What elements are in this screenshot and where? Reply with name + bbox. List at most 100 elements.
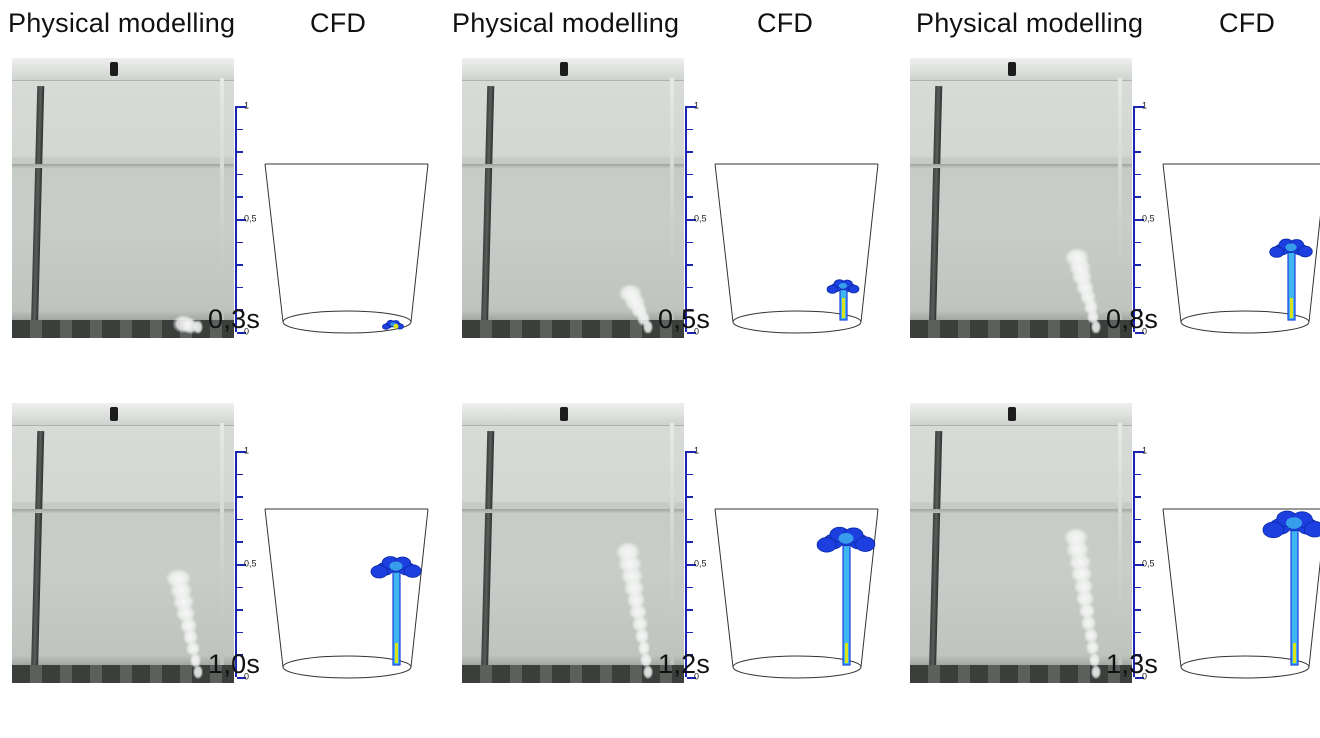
scale-tick [687,241,693,244]
scale-tick [687,286,693,289]
vessel-wall-left [1162,163,1182,323]
scale-tick [687,196,693,198]
plume-blob [816,537,837,553]
vessel-base [732,310,862,334]
cfd-simulation [264,508,429,679]
scale-tick [687,518,693,521]
scale-tick [237,451,246,453]
scale-tick [687,609,693,611]
scale-label-bottom: 0 [1142,326,1148,337]
header-physical-modelling-1: Physical modelling [8,8,236,38]
physical-model-photo [462,403,684,683]
plume-blob [403,564,422,578]
vessel-base [1180,310,1310,334]
bubble-plume [1063,527,1089,547]
header-physical-modelling-3: Physical modelling [916,8,1144,38]
bubble-plume [1064,247,1089,268]
scale-tick [1135,677,1144,679]
plume-core [842,298,845,318]
vessel-wall-right [860,163,879,323]
scale-label-mid: 0,5 [244,558,257,569]
scale-tick [237,196,243,198]
scale-tick [237,332,246,334]
scale-label-mid: 0,5 [1142,213,1155,224]
header-cfd-3: CFD [1219,8,1276,38]
scale-tick [687,654,693,656]
plume-highlight [1285,243,1297,252]
scale-tick [687,541,693,543]
plume-core [1293,643,1296,663]
physical-model-photo [910,403,1132,683]
plume-cap [826,279,860,294]
bubble-plume [1086,640,1099,655]
plume-blob [847,284,860,294]
vessel-base [1180,655,1310,679]
scale-label-bottom: 0 [694,326,700,337]
panel-3: 1 0,5 0 0,8s [898,0,1320,369]
plume-highlight [389,561,403,571]
scale-tick [1135,541,1141,543]
vessel-wall-right [860,508,879,668]
plume-blob [1262,521,1285,539]
scale-tick [237,496,243,498]
scale-tick [1135,451,1144,453]
bubble-plume [643,320,653,334]
cfd-simulation [1162,508,1320,679]
scale-tick [237,106,246,108]
vessel-base [282,655,412,679]
scale-tick [687,631,693,634]
plume-blob [1303,520,1320,538]
scale-label-bottom: 0 [244,671,250,682]
scale-tick [237,564,246,566]
scale-tick [1135,309,1141,311]
panel-2: 1 0,5 0 0,5s [450,0,890,369]
cfd-simulation [1162,163,1320,334]
cfd-simulation [714,163,879,334]
bubble-plume [1088,652,1100,667]
scale-tick [237,518,243,521]
time-label: 1,0s [208,649,261,679]
scale-tick [687,264,693,266]
bubble-plume [193,320,203,334]
scale-tick [1135,609,1141,611]
vessel-wall-left [264,163,284,323]
plume-blob [382,323,390,330]
header-cfd-1: CFD [310,8,367,38]
bubble-plume [1091,665,1101,679]
plume-core [393,323,399,329]
scale-tick [1135,473,1141,476]
physical-model-photo [12,403,234,683]
scale-tick [237,609,243,611]
plume-highlight [838,282,848,289]
scale-tick [687,496,693,498]
plume-core [395,643,398,663]
time-label: 0,3s [208,304,261,334]
bubble-plume [640,652,652,668]
time-label: 1,3s [1106,649,1159,679]
panel-5: 1 0,5 0 1,2s [450,345,890,714]
scale-tick [237,677,246,679]
scale-tick [1135,586,1141,589]
bubble-plume [1083,627,1098,643]
height-scale: 1 0,5 0 [685,101,707,337]
scale-label-top: 1 [244,445,250,456]
scale-tick [1135,631,1141,634]
plume-blob [855,536,876,552]
scale-tick [687,309,693,311]
scale-tick [1135,332,1144,334]
scale-tick [237,173,243,176]
scale-tick [237,219,246,221]
vessel-wall-right [1308,560,1320,668]
scale-label-bottom: 0 [244,326,250,337]
physical-model-photo [12,58,234,338]
scale-tick [1135,286,1141,289]
scale-tick [687,332,696,334]
scale-tick [1135,128,1141,131]
scale-tick [237,631,243,634]
scale-tick [237,241,243,244]
scale-tick [687,173,693,176]
scale-tick [1135,496,1141,498]
plume-cap [816,526,876,553]
bubble-plume [193,665,203,679]
scale-label-mid: 0,5 [694,558,707,569]
